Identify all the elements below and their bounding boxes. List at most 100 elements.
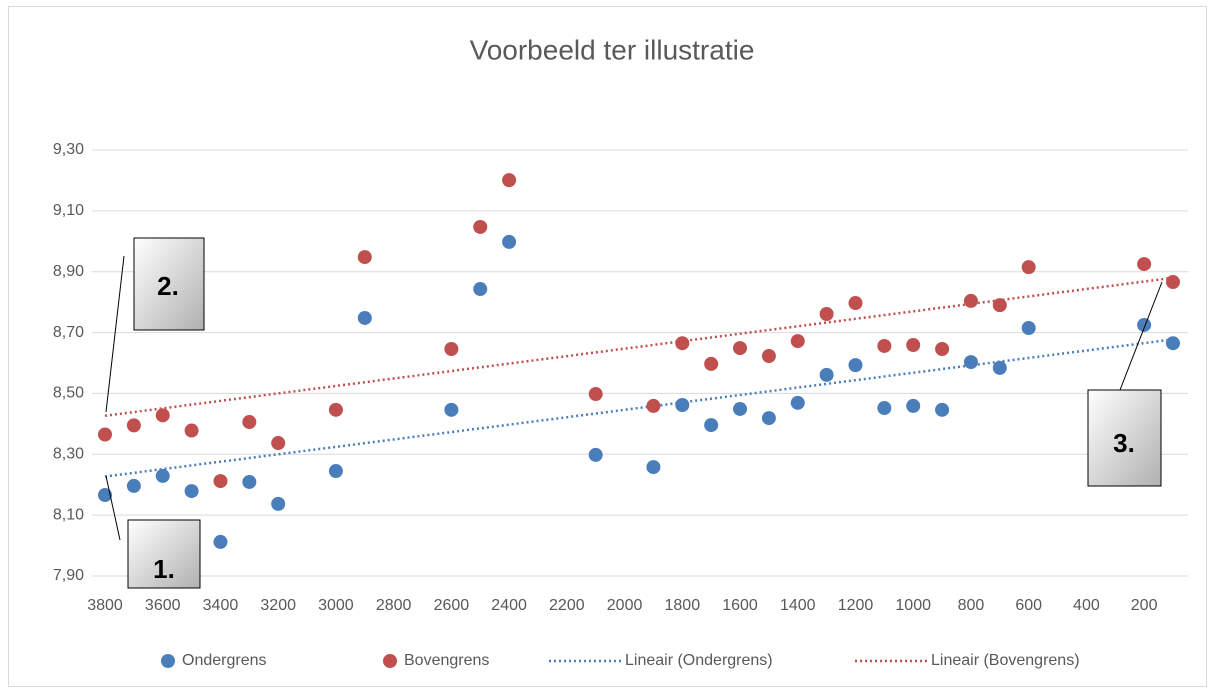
point	[906, 338, 921, 353]
x-tick-label: 800	[958, 597, 985, 614]
point	[906, 398, 921, 413]
point	[1166, 336, 1180, 351]
point	[1166, 275, 1180, 290]
point	[328, 402, 343, 417]
point	[790, 395, 805, 410]
x-tick-label: 600	[1015, 597, 1042, 614]
y-tick-label: 8,50	[53, 385, 84, 402]
legend-label: Ondergrens	[182, 652, 267, 669]
point	[675, 336, 690, 351]
x-tick-label: 3600	[145, 597, 181, 614]
point	[588, 447, 603, 462]
point	[819, 367, 834, 382]
annotations: 1. 2. 3.	[105, 237, 1163, 589]
point	[155, 408, 170, 423]
point	[848, 358, 863, 373]
chart-border	[8, 6, 1207, 687]
point	[213, 534, 228, 549]
y-tick-label: 8,70	[53, 324, 84, 341]
point	[98, 488, 112, 503]
point	[935, 342, 950, 357]
x-tick-label: 3000	[318, 597, 354, 614]
x-tick-label: 400	[1073, 597, 1100, 614]
point	[675, 397, 690, 412]
y-tick-label: 8,90	[53, 263, 84, 280]
point	[328, 464, 343, 479]
annotation-box	[127, 519, 201, 589]
legend-marker	[161, 654, 175, 668]
y-tick-label: 9,10	[53, 202, 84, 219]
point	[877, 401, 892, 416]
annotation-label: 2.	[157, 271, 179, 301]
x-tick-label: 200	[1131, 597, 1158, 614]
y-tick-label: 8,10	[53, 506, 84, 523]
point	[1021, 260, 1036, 275]
point	[271, 436, 286, 451]
point	[790, 334, 805, 349]
annotation-pointer	[105, 475, 121, 541]
point	[761, 349, 776, 364]
point	[588, 387, 603, 402]
point	[126, 478, 141, 493]
x-tick-label: 1200	[838, 597, 874, 614]
point	[213, 474, 228, 489]
legend-label: Lineair (Bovengrens)	[931, 652, 1080, 669]
point	[733, 341, 748, 356]
point	[155, 468, 170, 483]
annotation-pointer	[1119, 281, 1163, 391]
x-tick-label: 1800	[665, 597, 701, 614]
point	[184, 484, 199, 499]
point	[444, 402, 459, 417]
point	[963, 355, 978, 370]
point	[963, 293, 978, 308]
x-tick-label: 1000	[895, 597, 931, 614]
point	[848, 296, 863, 311]
x-tick-label: 2800	[376, 597, 412, 614]
point	[704, 356, 719, 371]
x-tick-label: 2000	[607, 597, 643, 614]
point	[98, 427, 112, 442]
x-tick-label: 3400	[203, 597, 239, 614]
plot: 7,90 8,10 8,30 8,50 8,70 8,90 9,10 9,30 3800 3600…	[53, 141, 1188, 669]
legend-label: Lineair (Ondergrens)	[625, 652, 773, 669]
y-tick-label: 9,30	[53, 141, 84, 158]
point	[877, 338, 892, 353]
point	[761, 411, 776, 426]
point	[935, 402, 950, 417]
x-tick-label: 1600	[722, 597, 758, 614]
point	[992, 360, 1007, 375]
point	[184, 423, 199, 438]
x-tick-label: 3200	[260, 597, 296, 614]
y-tick-label: 7,90	[53, 567, 84, 584]
point	[473, 219, 488, 234]
point	[1137, 257, 1152, 272]
annotation-label: 3.	[1113, 428, 1135, 458]
legend-label: Bovengrens	[404, 652, 489, 669]
point	[1137, 317, 1152, 332]
point	[646, 460, 661, 475]
x-tick-label: 3800	[87, 597, 123, 614]
point	[502, 173, 517, 188]
point	[646, 398, 661, 413]
annotation-box	[1087, 389, 1162, 487]
x-tick-label: 2600	[434, 597, 470, 614]
point	[357, 310, 372, 325]
chart-title: Voorbeeld ter illustratie	[470, 34, 755, 65]
point	[733, 401, 748, 416]
point	[704, 418, 719, 433]
x-tick-label: 2400	[491, 597, 527, 614]
point	[819, 307, 834, 322]
point	[444, 342, 459, 357]
point	[242, 474, 257, 489]
point	[357, 250, 372, 265]
point	[271, 496, 286, 511]
x-tick-label: 2200	[549, 597, 585, 614]
point	[1021, 321, 1036, 336]
legend-marker	[383, 654, 397, 668]
y-tick-label: 8,30	[53, 446, 84, 463]
annotation-label: 1.	[153, 554, 175, 584]
point	[992, 298, 1007, 313]
annotation-pointer	[105, 255, 125, 413]
point	[502, 234, 517, 249]
